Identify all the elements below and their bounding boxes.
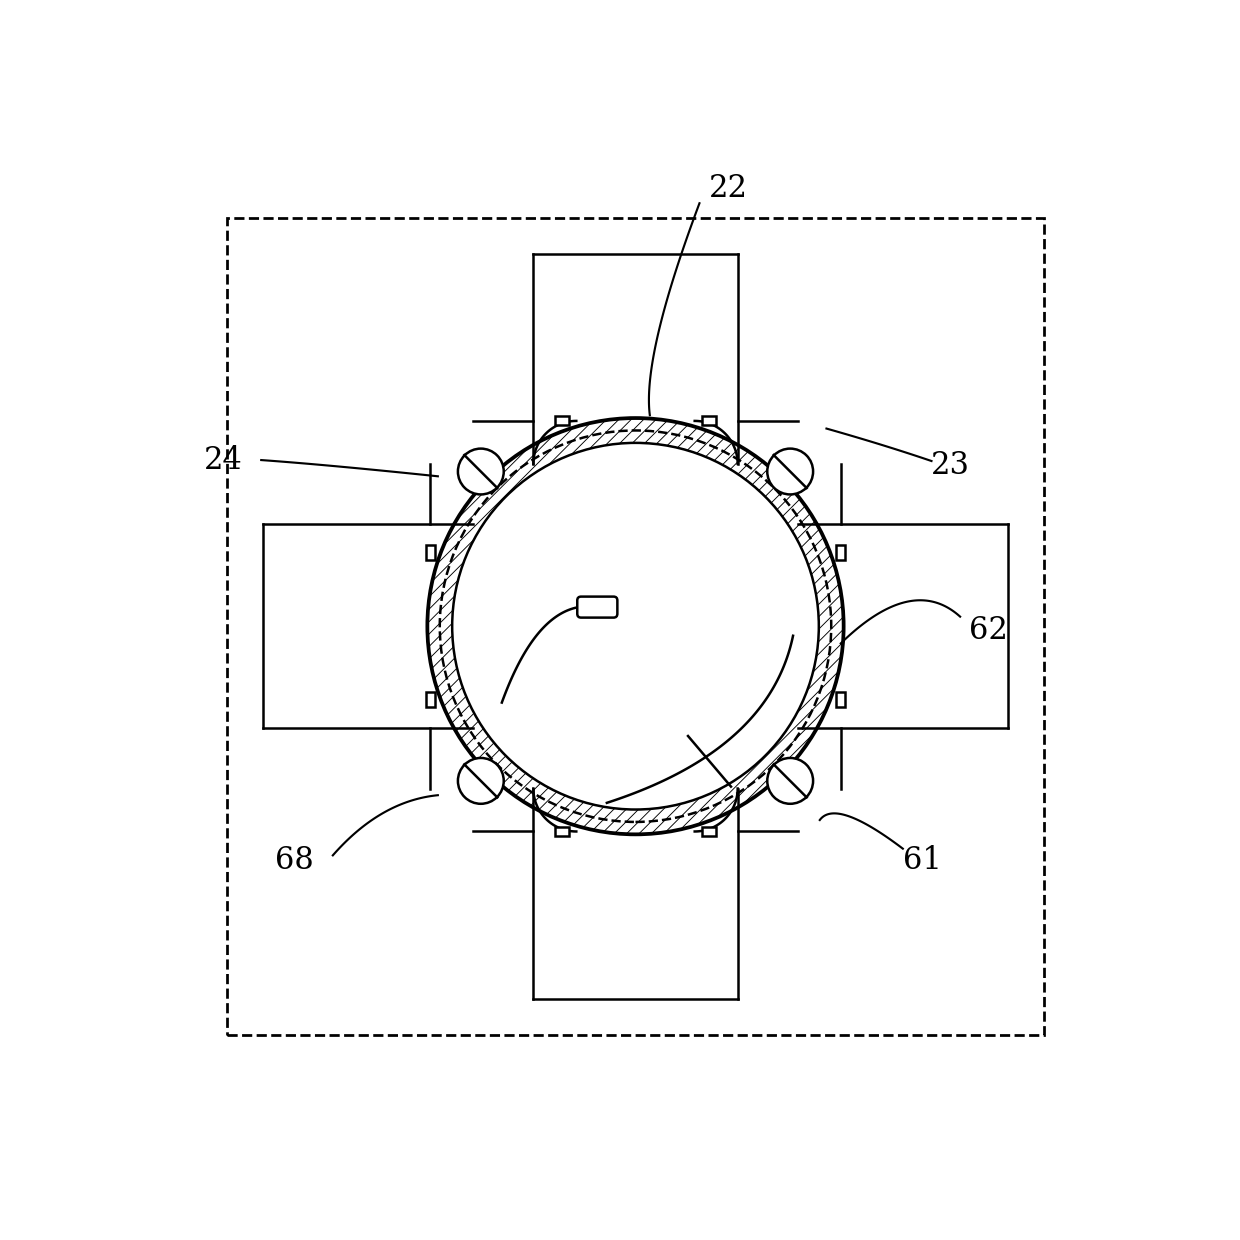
Bar (702, 827, 717, 836)
Text: 61: 61 (903, 844, 941, 875)
Text: 62: 62 (970, 615, 1008, 646)
Circle shape (458, 758, 503, 804)
Bar (836, 692, 846, 707)
Bar (554, 417, 569, 425)
Circle shape (768, 758, 813, 804)
FancyBboxPatch shape (578, 596, 618, 618)
Text: 22: 22 (708, 174, 748, 205)
Text: 23: 23 (931, 450, 970, 481)
Text: 24: 24 (203, 445, 242, 476)
Text: 68: 68 (275, 844, 314, 875)
Circle shape (458, 449, 503, 495)
Bar (702, 417, 717, 425)
Bar (227, 217, 1044, 1035)
Circle shape (768, 449, 813, 495)
Bar (425, 692, 435, 707)
Bar (425, 546, 435, 560)
Bar (836, 546, 846, 560)
Bar (554, 827, 569, 836)
